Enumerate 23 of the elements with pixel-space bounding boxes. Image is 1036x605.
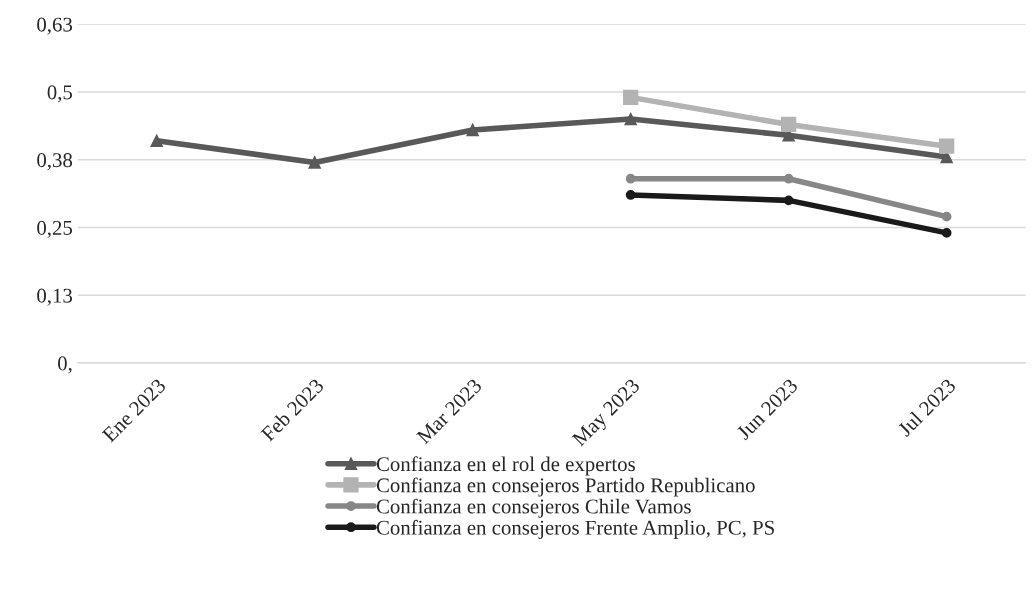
- point: [941, 228, 952, 238]
- legend-label: Confianza en consejeros Frente Amplio, PC, PS: [376, 519, 774, 539]
- y-tick-label: 0,13: [37, 288, 73, 306]
- legend-label: Confianza en consejeros Partido Republicano: [376, 477, 755, 497]
- y-tick-label: 0,: [58, 356, 72, 374]
- point: [466, 123, 479, 137]
- y-tick-label: 0,63: [37, 17, 73, 35]
- point: [623, 89, 639, 106]
- y-tick-label: 0,25: [37, 220, 73, 238]
- point: [625, 190, 636, 200]
- point: [624, 112, 637, 126]
- point: [781, 116, 797, 133]
- point: [939, 138, 955, 154]
- legend-label: Confianza en el rol de expertos: [376, 456, 635, 476]
- point: [783, 173, 794, 184]
- point: [941, 211, 952, 222]
- y-tick-label: 0,38: [37, 153, 73, 171]
- point: [625, 173, 636, 184]
- legend-label: Confianza en consejeros Chile Vamos: [376, 498, 691, 518]
- point: [150, 134, 163, 147]
- point: [783, 195, 794, 206]
- point: [308, 156, 321, 169]
- y-tick-label: 0,5: [47, 85, 73, 103]
